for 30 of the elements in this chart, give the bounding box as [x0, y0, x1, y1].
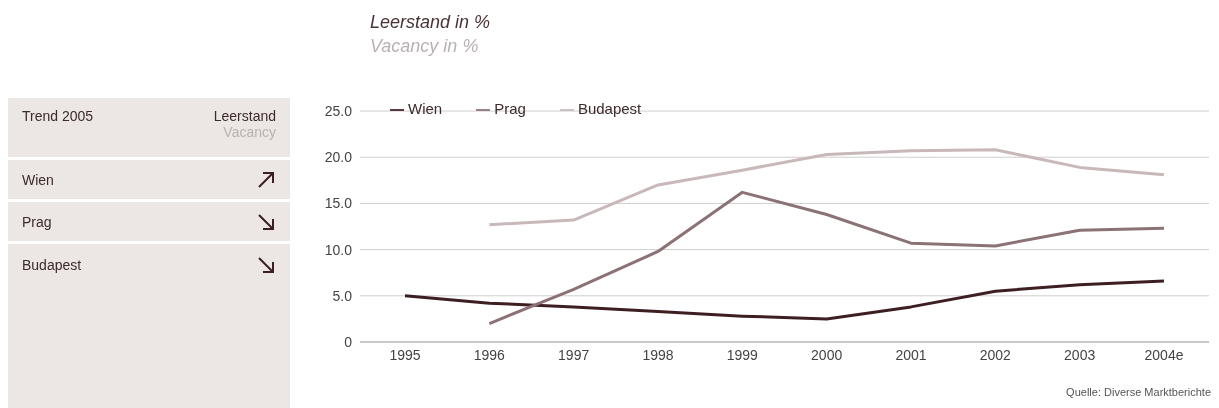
x-tick-label: 1998 — [642, 346, 674, 363]
x-tick-label: 2001 — [895, 346, 927, 363]
y-tick-label: 20.0 — [324, 149, 353, 166]
legend-label: Prag — [494, 100, 526, 117]
chart-subtitle: Vacancy in % — [370, 36, 479, 57]
legend-label: Budapest — [577, 100, 642, 117]
x-tick-label: 2000 — [811, 346, 843, 363]
text: Wien — [22, 171, 54, 188]
line-series — [487, 148, 1166, 227]
x-tick-label: 2003 — [1064, 346, 1096, 363]
legend-label: Wien — [408, 100, 443, 117]
x-tick-label: 2004e — [1144, 346, 1184, 363]
y-tick-label: 10.0 — [324, 241, 353, 258]
text: Prag — [22, 213, 52, 230]
x-tick-label: 1999 — [726, 346, 759, 363]
source-note: Quelle: Diverse Marktberichte — [1066, 386, 1211, 398]
y-tick-label: 25.0 — [324, 103, 353, 119]
text: Leerstand — [213, 108, 276, 124]
y-tick-label: 0 — [344, 333, 353, 350]
x-tick-label: 2002 — [979, 346, 1012, 363]
x-tick-label: 1996 — [473, 346, 506, 363]
text: Trend 2005 — [22, 108, 94, 124]
x-tick-label: 1997 — [558, 346, 590, 363]
y-tick-label: 5.0 — [332, 287, 353, 304]
text: Budapest — [22, 257, 82, 273]
line-series — [487, 190, 1166, 326]
chart-title: Leerstand in % — [370, 12, 491, 33]
x-tick-label: 1995 — [389, 346, 421, 363]
y-tick-label: 15.0 — [324, 195, 353, 212]
line-series — [403, 279, 1166, 321]
